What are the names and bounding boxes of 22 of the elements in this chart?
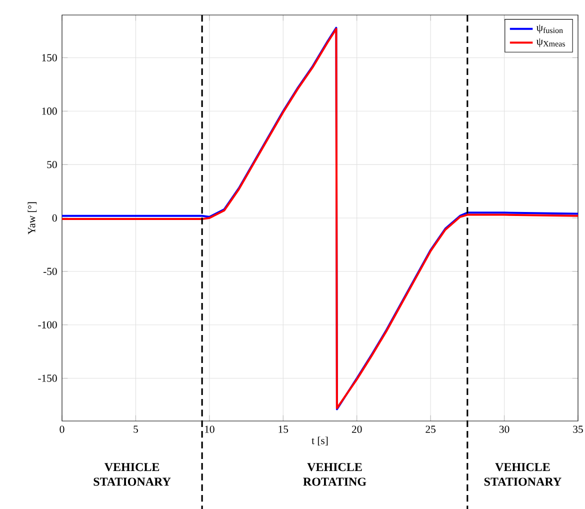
y-tick-label: -100 (38, 321, 57, 328)
x-tick-label: 20 (352, 426, 362, 433)
legend-label: ψ$_{fusion}$ (536, 24, 563, 34)
y-tick-label: 150 (42, 54, 57, 62)
y-tick-label: 50 (47, 160, 57, 168)
y-axis-title: Yaw [°] (28, 202, 37, 234)
x-tick-label: 35 (573, 426, 583, 433)
x-tick-label: 5 (134, 426, 138, 433)
y-tick-label: 0 (52, 214, 57, 222)
x-tick-label: 0 (60, 426, 64, 433)
y-tick-label: -50 (43, 268, 57, 276)
text: VEHICLE STATIONARY (94, 463, 171, 486)
x-tick-label: 30 (499, 426, 510, 433)
x-tick-label: 15 (278, 426, 288, 433)
x-tick-label: 10 (205, 426, 214, 433)
x-tick-label: 25 (426, 426, 436, 433)
legend-label: ψ$_{Xmeas}$ (536, 38, 565, 48)
y-tick-label: 100 (42, 108, 57, 115)
text: VEHICLE STATIONARY (484, 463, 562, 486)
text: VEHICLE ROTATING (303, 463, 366, 486)
y-tick-label: -150 (38, 374, 57, 382)
x-axis-title: t [s] (312, 436, 328, 446)
